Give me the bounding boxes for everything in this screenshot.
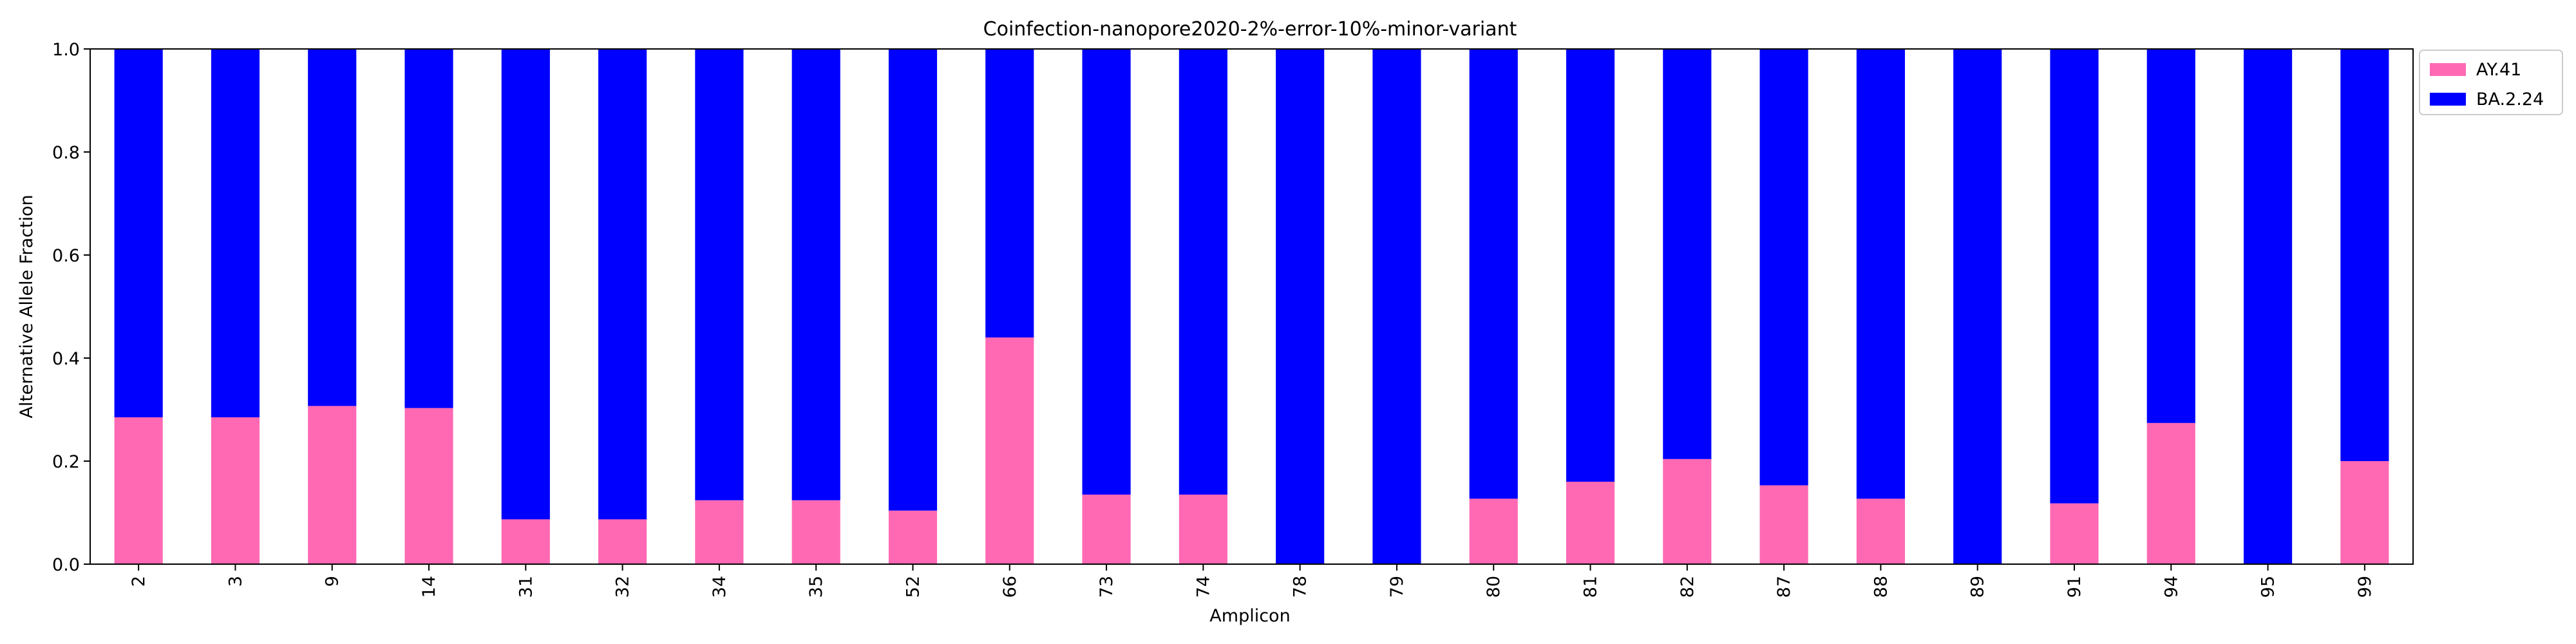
chart-title: Coinfection-nanopore2020-2%-error-10%-mi… [983, 18, 1517, 41]
bar-ba-2-24-94 [2146, 49, 2195, 423]
bar-ba-2-24-52 [888, 49, 938, 511]
bar-ba-2-24-88 [1856, 49, 1905, 499]
x-axis: 2 3 9 14 31 32 34 35 52 66 73 74 78 79 80 81 82 87 88 89 91 9… [129, 564, 2375, 598]
x-tick-label: 81 [1581, 576, 1601, 598]
x-tick-label: 88 [1871, 576, 1891, 598]
bar-ay-41-14 [404, 408, 453, 564]
y-tick-label: 0.0 [52, 555, 80, 575]
x-tick-label: 3 [225, 576, 245, 587]
bar-ba-2-24-14 [404, 49, 453, 408]
legend-swatch-ay-41 [2430, 63, 2466, 76]
legend: AY.41 BA.2.24 [2419, 50, 2563, 115]
bar-ba-2-24-2 [114, 49, 163, 417]
bar-ay-41-94 [2146, 422, 2195, 564]
x-tick-label: 52 [903, 576, 923, 598]
bar-ba-2-24-74 [1179, 49, 1227, 495]
bar-ay-41-3 [211, 417, 260, 564]
bar-ba-2-24-78 [1276, 49, 1325, 564]
x-tick-label: 66 [1000, 576, 1020, 598]
y-tick-label: 1.0 [52, 40, 80, 60]
y-axis: 0.0 0.2 0.4 0.6 0.8 1.0 [52, 40, 90, 575]
bar-ay-41-52 [888, 510, 938, 564]
x-tick-label: 95 [2259, 576, 2278, 598]
y-tick-label: 0.4 [52, 349, 80, 369]
x-tick-label: 91 [2065, 576, 2085, 598]
legend-swatch-ba-2-24 [2430, 93, 2466, 106]
x-tick-label: 2 [129, 576, 149, 587]
x-tick-label: 99 [2355, 576, 2375, 598]
x-tick-label: 14 [419, 576, 439, 598]
legend-label-ay-41: AY.41 [2476, 60, 2521, 80]
bar-ay-41-82 [1663, 459, 1712, 564]
bar-ba-2-24-95 [2243, 49, 2293, 564]
bar-ba-2-24-3 [211, 49, 260, 417]
x-tick-label: 32 [613, 576, 633, 598]
bar-ay-41-88 [1856, 498, 1905, 564]
x-tick-label: 73 [1097, 576, 1117, 598]
x-tick-label: 94 [2161, 576, 2181, 598]
bar-ay-41-91 [2050, 503, 2099, 564]
bar-ay-41-99 [2340, 461, 2389, 564]
plot-frame [90, 48, 2414, 565]
x-tick-label: 31 [516, 576, 536, 598]
x-tick-label: 9 [323, 576, 343, 587]
x-tick-label: 34 [710, 576, 730, 598]
x-tick-label: 78 [1291, 576, 1311, 598]
bar-ay-41-74 [1179, 495, 1227, 564]
x-axis-label: Amplicon [1209, 606, 1290, 626]
bar-ay-41-81 [1566, 482, 1615, 564]
x-tick-label: 74 [1193, 576, 1213, 598]
bar-ba-2-24-99 [2340, 49, 2389, 461]
y-tick-label: 0.8 [52, 143, 80, 163]
x-tick-label: 87 [1774, 576, 1794, 598]
bars-group [114, 49, 2389, 564]
bar-ba-2-24-31 [501, 49, 550, 520]
y-tick-label: 0.6 [52, 246, 80, 266]
bar-ba-2-24-89 [1953, 49, 2002, 564]
bar-ay-41-34 [695, 500, 744, 564]
bar-ba-2-24-66 [985, 49, 1034, 337]
x-tick-label: 89 [1968, 576, 1988, 598]
bar-ay-41-87 [1759, 485, 1808, 564]
bar-ay-41-9 [308, 406, 357, 564]
bar-ba-2-24-35 [791, 49, 840, 500]
bar-ay-41-31 [501, 519, 550, 564]
bar-ay-41-80 [1469, 498, 1518, 564]
bar-ba-2-24-34 [695, 49, 744, 500]
bar-ba-2-24-80 [1469, 49, 1518, 499]
x-tick-label: 82 [1678, 576, 1698, 598]
bar-ba-2-24-87 [1759, 49, 1808, 486]
bar-ay-41-73 [1082, 495, 1131, 564]
bar-ay-41-35 [791, 500, 840, 564]
bar-ba-2-24-91 [2050, 49, 2099, 504]
x-tick-label: 79 [1387, 576, 1407, 598]
bar-ba-2-24-82 [1663, 49, 1712, 459]
bar-ay-41-32 [598, 519, 647, 564]
x-tick-label: 80 [1484, 576, 1504, 598]
bar-ba-2-24-81 [1566, 49, 1615, 482]
bar-ba-2-24-73 [1082, 49, 1131, 495]
bar-ay-41-66 [985, 337, 1034, 564]
x-tick-label: 35 [806, 576, 826, 598]
bar-ba-2-24-9 [308, 49, 357, 406]
y-tick-label: 0.2 [52, 452, 80, 472]
bar-ba-2-24-32 [598, 49, 647, 520]
bar-ba-2-24-79 [1372, 49, 1421, 564]
bar-ay-41-2 [114, 417, 163, 564]
legend-label-ba-2-24: BA.2.24 [2476, 90, 2544, 109]
y-axis-label: Alternative Allele Fraction [17, 194, 37, 418]
